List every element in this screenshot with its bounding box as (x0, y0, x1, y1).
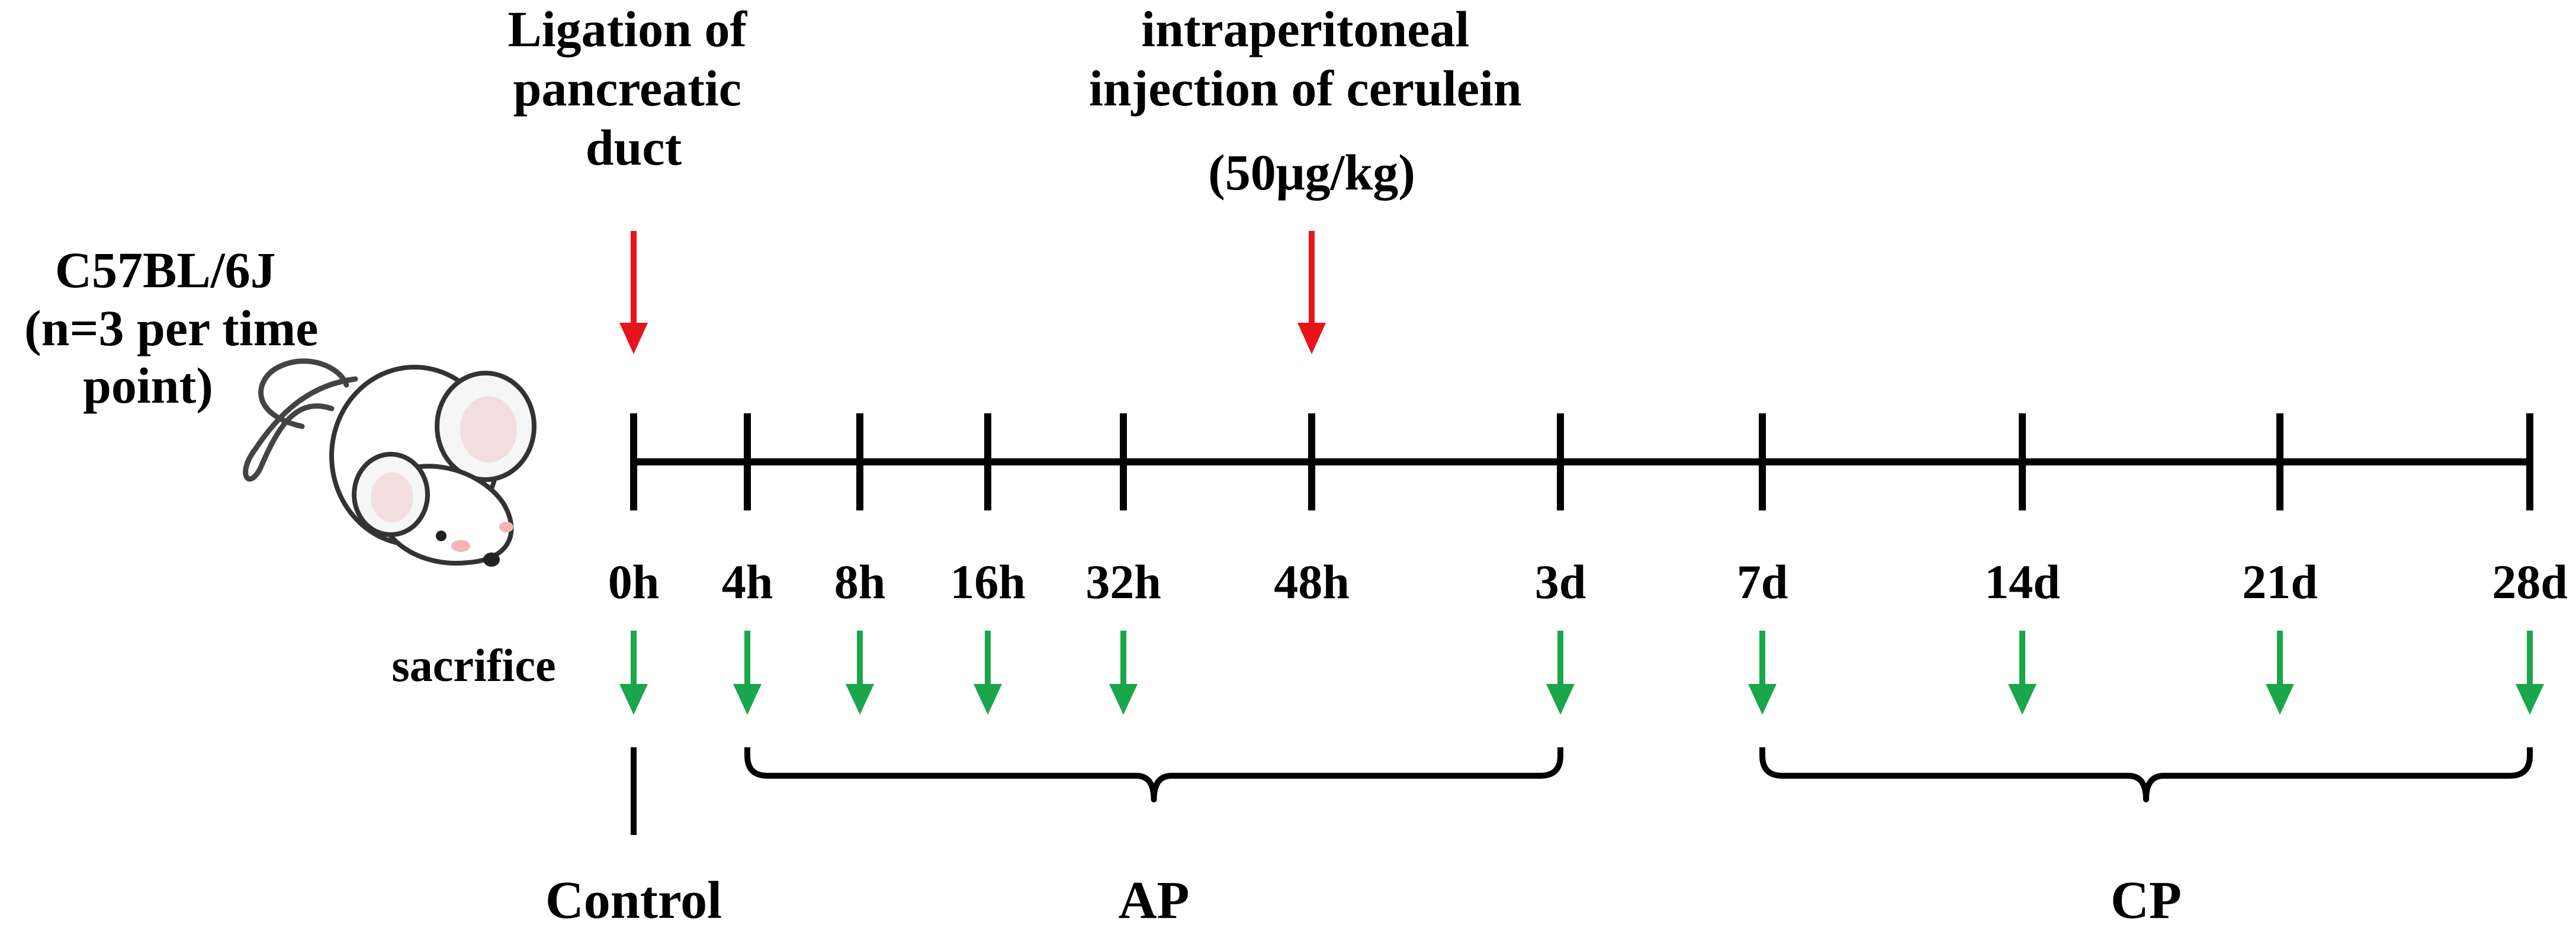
tick-label-28d: 28d (2492, 555, 2568, 609)
ligation-line-2: pancreatic (513, 60, 741, 117)
tick-label-4h: 4h (722, 555, 773, 609)
ligation-arrowhead (619, 323, 648, 354)
cerulein-line-2: injection of cerulein (1089, 60, 1522, 117)
sacrifice-arrowhead-32h (1109, 684, 1138, 715)
cerulein-annotation: intraperitoneal injection of cerulein (5… (1089, 1, 1534, 201)
tick-label-32h: 32h (1085, 555, 1161, 609)
sacrifice-arrowhead-0h (619, 684, 648, 715)
sacrifice-arrowhead-4h (733, 684, 762, 715)
bracket-cp (1759, 747, 2533, 802)
sacrifice-label: sacrifice (391, 640, 555, 691)
timeline-tick-labels: 0h 4h 8h 16h 32h 48h 3d 7d 14d 21d 28d (608, 555, 2568, 609)
group-brackets: Control AP CP (545, 747, 2533, 930)
group-label-cp: CP (2111, 871, 2182, 930)
sacrifice-arrowhead-28d (2516, 684, 2544, 715)
subject-line-1: C57BL/6J (55, 242, 276, 298)
tick-label-21d: 21d (2242, 555, 2318, 609)
sacrifice-arrowhead-16h (974, 684, 1002, 715)
sacrifice-arrowhead-14d (2008, 684, 2037, 715)
sacrifice-arrowhead-7d (1748, 684, 1777, 715)
subject-line-3: point) (83, 357, 213, 414)
ligation-annotation: Ligation of pancreatic duct (508, 1, 759, 176)
sacrifice-arrowhead-8h (846, 684, 874, 715)
sacrifice-arrowhead-21d (2266, 684, 2294, 715)
tick-label-0h: 0h (608, 555, 660, 609)
cerulein-arrowhead (1297, 323, 1326, 354)
group-label-control: Control (545, 871, 722, 930)
sacrifice-arrowhead-3d (1546, 684, 1575, 715)
timeline-ticks (630, 413, 2533, 510)
subject-line-2: (n=3 per time (24, 300, 318, 356)
tick-label-3d: 3d (1535, 555, 1586, 609)
subject-label: C57BL/6J (n=3 per time point) (24, 242, 331, 414)
tick-label-48h: 48h (1274, 555, 1350, 609)
ligation-line-3: duct (586, 119, 682, 176)
tick-label-16h: 16h (950, 555, 1026, 609)
cerulein-line-1: intraperitoneal (1141, 1, 1469, 57)
tick-label-8h: 8h (834, 555, 886, 609)
ligation-line-1: Ligation of (508, 1, 747, 57)
tick-label-14d: 14d (1984, 555, 2060, 609)
group-label-ap: AP (1119, 871, 1190, 930)
bracket-ap (744, 747, 1563, 802)
cerulein-line-3: (50μg/kg) (1208, 144, 1415, 201)
mouse-icon (243, 358, 537, 567)
tick-label-7d: 7d (1737, 555, 1788, 609)
sacrifice-arrows (619, 631, 2544, 715)
